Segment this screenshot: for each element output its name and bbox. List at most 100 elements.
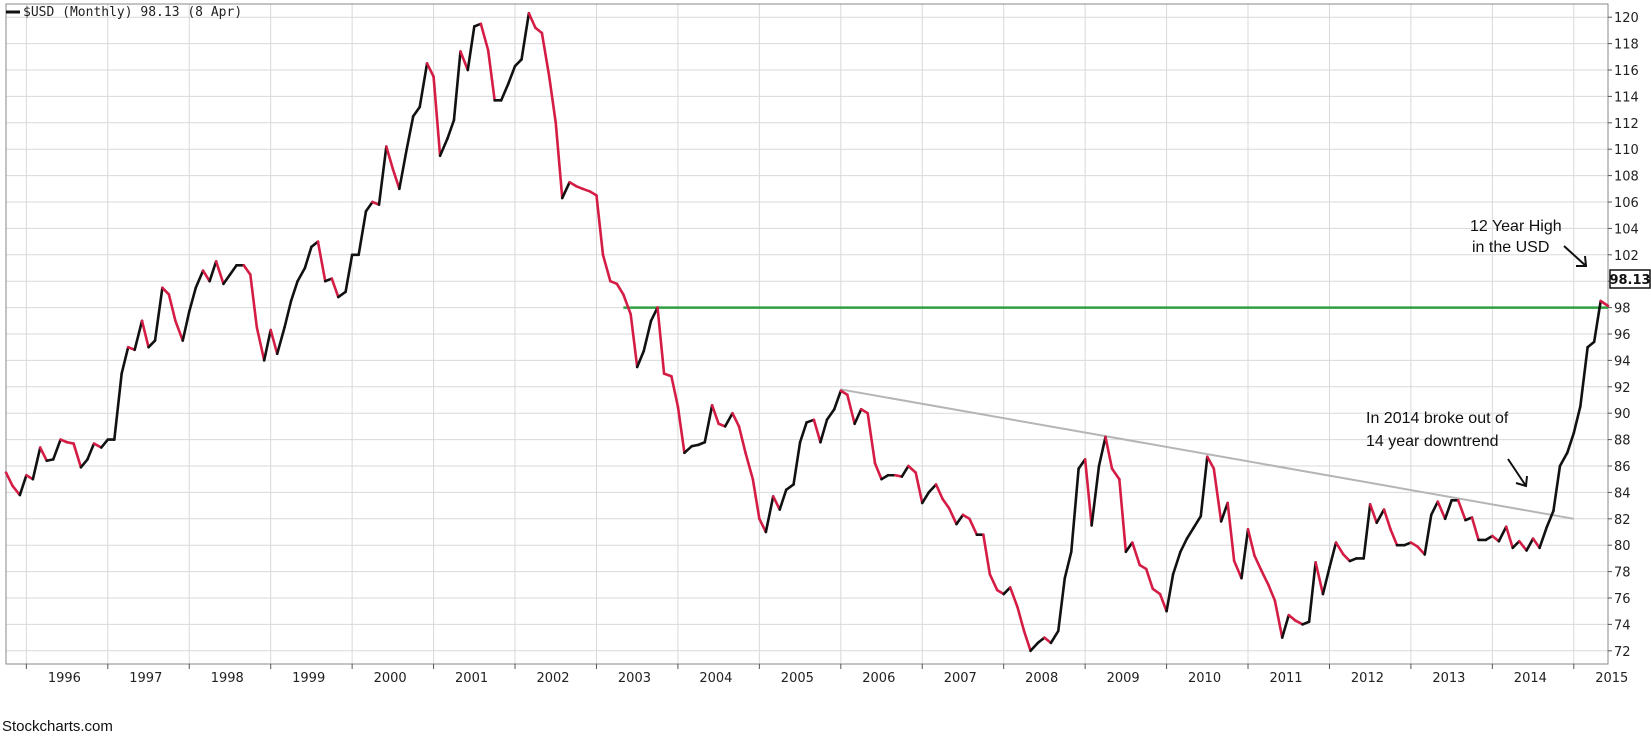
series-segment: [1185, 526, 1195, 540]
series-segment: [683, 444, 694, 455]
series-segment: [289, 279, 299, 303]
series-segment: [927, 483, 938, 494]
y-tick-label: 76: [1614, 592, 1631, 607]
series-segment: [1205, 455, 1216, 470]
series-segment: [330, 277, 340, 299]
series-segment: [92, 442, 103, 449]
series-segment: [1307, 561, 1317, 624]
annotation-line: In 2014 broke out of: [1366, 410, 1509, 427]
series-segment: [1491, 534, 1501, 543]
y-tick-label: 88: [1614, 434, 1631, 449]
x-tick-label: 2015: [1595, 671, 1628, 686]
y-tick-label: 94: [1614, 354, 1631, 369]
x-tick-label: 2007: [944, 671, 977, 686]
series-segment: [249, 273, 259, 329]
x-tick-label: 1999: [292, 671, 325, 686]
series-segment: [479, 22, 490, 52]
series-segment: [11, 484, 22, 497]
series-segment: [1334, 541, 1345, 556]
series-segment: [723, 411, 734, 428]
series-segment: [1260, 570, 1270, 587]
series-segment: [703, 403, 714, 444]
series-segment: [499, 81, 510, 102]
series-segment: [744, 451, 755, 481]
x-tick-label: 1997: [129, 671, 162, 686]
series-segment: [629, 312, 639, 369]
last-value-box: [1609, 269, 1651, 289]
series-segment: [1470, 516, 1480, 542]
series-segment: [832, 389, 843, 411]
y-tick-label: 120: [1614, 11, 1639, 26]
series-segment: [222, 273, 232, 286]
series-segment: [1104, 435, 1114, 470]
series-segment: [1592, 299, 1602, 344]
series-segment: [1002, 586, 1012, 596]
x-tick-label: 2011: [1269, 671, 1302, 686]
y-tick-label: 114: [1614, 90, 1639, 105]
series-segment: [1022, 629, 1032, 653]
series-segment: [1008, 586, 1019, 609]
series-segment: [1090, 464, 1101, 527]
series-segment: [1056, 576, 1067, 633]
y-tick-label: 96: [1614, 328, 1631, 343]
y-tick-label: 104: [1614, 222, 1639, 237]
series-segment: [873, 462, 883, 481]
series-segment: [364, 200, 374, 213]
x-tick-label: 2008: [1025, 671, 1058, 686]
series-segment: [1171, 550, 1182, 576]
y-tick-label: 112: [1614, 117, 1639, 132]
series-segment: [452, 50, 462, 122]
series-segment: [560, 180, 571, 200]
series-segment: [1232, 559, 1243, 580]
series-segment: [1199, 455, 1209, 518]
series-segment: [622, 293, 632, 316]
x-tick-label: 2009: [1107, 671, 1140, 686]
series-segment: [1517, 539, 1528, 552]
series-segment: [398, 147, 409, 191]
series-segment: [438, 137, 449, 158]
series-segment: [1280, 613, 1291, 639]
series-segment: [900, 464, 910, 478]
series-segment: [846, 393, 856, 426]
series-segment: [228, 264, 238, 276]
series-segment: [140, 319, 150, 349]
y-tick-label: 92: [1614, 381, 1631, 396]
series-segment: [405, 114, 415, 151]
series-segment: [459, 50, 470, 72]
x-tick-label: 2014: [1514, 671, 1547, 686]
series-segment: [1287, 613, 1297, 622]
series-segment: [1110, 467, 1121, 481]
series-segment: [1069, 467, 1080, 554]
x-tick-label: 2005: [781, 671, 814, 686]
series-segment: [1558, 451, 1569, 468]
y-tick-label: 110: [1614, 143, 1639, 158]
series-segment: [1504, 525, 1515, 550]
series-segment: [520, 11, 531, 61]
series-segment: [1382, 508, 1392, 531]
series-segment: [1545, 509, 1555, 529]
series-segment: [934, 483, 944, 501]
series-segment: [486, 48, 496, 102]
series-segment: [731, 411, 741, 428]
series-segment: [446, 118, 456, 140]
series-segment: [86, 442, 96, 461]
x-tick-label: 2006: [862, 671, 895, 686]
series-segment: [72, 442, 83, 469]
x-tick-label: 1996: [48, 671, 81, 686]
series-segment: [1389, 528, 1399, 547]
series-segment: [1586, 340, 1596, 349]
y-tick-label: 84: [1614, 486, 1631, 501]
x-tick-label: 2001: [455, 671, 488, 686]
series-segment: [819, 418, 829, 444]
series-segment: [554, 121, 564, 200]
series-segment: [778, 488, 788, 511]
series-segment: [147, 339, 157, 349]
series-segment: [1144, 567, 1155, 591]
series-segment: [982, 533, 992, 576]
series-segment: [615, 282, 625, 296]
annotation-line: 14 year downtrend: [1366, 433, 1499, 450]
series-segment: [120, 345, 130, 375]
y-tick-label: 80: [1614, 539, 1631, 554]
series-segment: [1043, 636, 1053, 645]
